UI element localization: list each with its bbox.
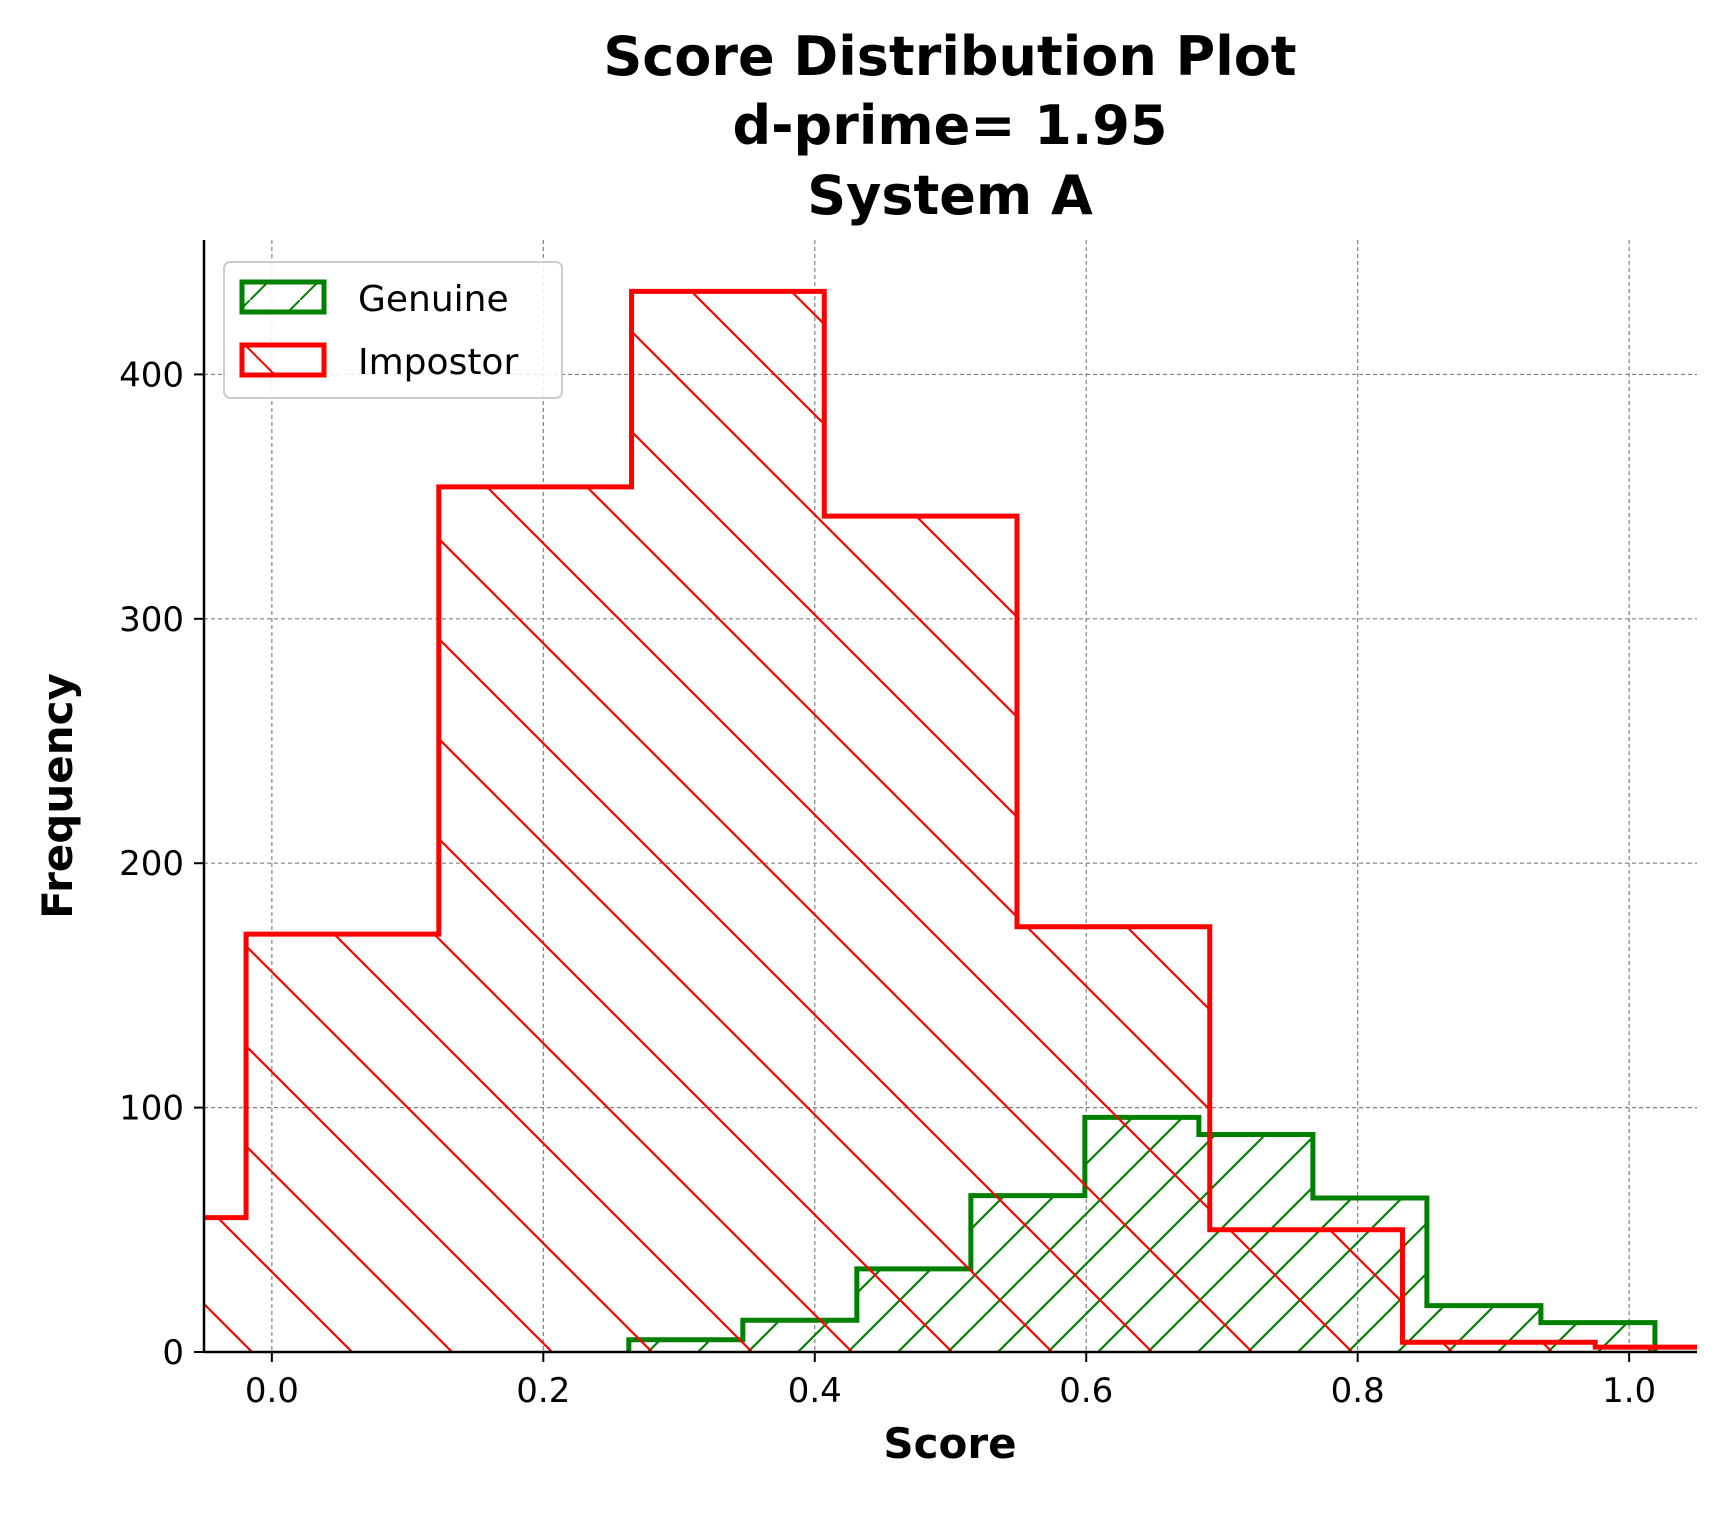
bar-impostor-1 [246, 934, 439, 1352]
legend-label-genuine: Genuine [358, 279, 509, 320]
y-tick-label-2: 200 [119, 844, 184, 884]
x-axis-label: Score [883, 1419, 1016, 1468]
histogram-outline-impostor [204, 288, 1697, 1350]
x-tick-label-0: 0.0 [245, 1371, 299, 1411]
x-tick-label-2: 0.4 [788, 1371, 842, 1411]
bar-impostor-4 [824, 516, 1018, 1352]
y-tick-label-4: 400 [119, 355, 184, 395]
y-tick-label-0: 0 [162, 1333, 184, 1373]
x-tick-label-3: 0.6 [1059, 1371, 1113, 1411]
legend-swatch-genuine [239, 279, 327, 315]
y-tick-label-3: 300 [119, 600, 184, 640]
series-impostor [204, 288, 1697, 1352]
axis-ticks: 0.0 0.2 0.4 0.6 0.8 1.0 0 100 200 300 400 [119, 355, 1656, 1411]
x-tick-label-4: 0.8 [1331, 1371, 1385, 1411]
y-tick-label-1: 100 [119, 1089, 184, 1129]
chart-title-line-1: Score Distribution Plot [603, 25, 1296, 88]
y-axis-label: Frequency [33, 673, 82, 919]
legend-swatch-impostor [239, 342, 327, 378]
bar-impostor-3 [631, 291, 825, 1352]
x-tick-label-5: 1.0 [1602, 1371, 1656, 1411]
bar-impostor-2 [438, 486, 632, 1352]
histogram-bars [204, 288, 1697, 1352]
bar-impostor-5 [1017, 926, 1210, 1352]
legend: Genuine Impostor [223, 261, 563, 399]
legend-label-impostor: Impostor [358, 342, 518, 383]
x-tick-label-1: 0.2 [516, 1371, 570, 1411]
chart-title-line-2: d-prime= 1.95 [732, 94, 1167, 157]
chart-title-line-3: System A [807, 164, 1093, 227]
bar-impostor-6 [1209, 1229, 1403, 1352]
bar-impostor-0 [204, 1217, 247, 1352]
bar-impostor-7 [1402, 1342, 1596, 1352]
